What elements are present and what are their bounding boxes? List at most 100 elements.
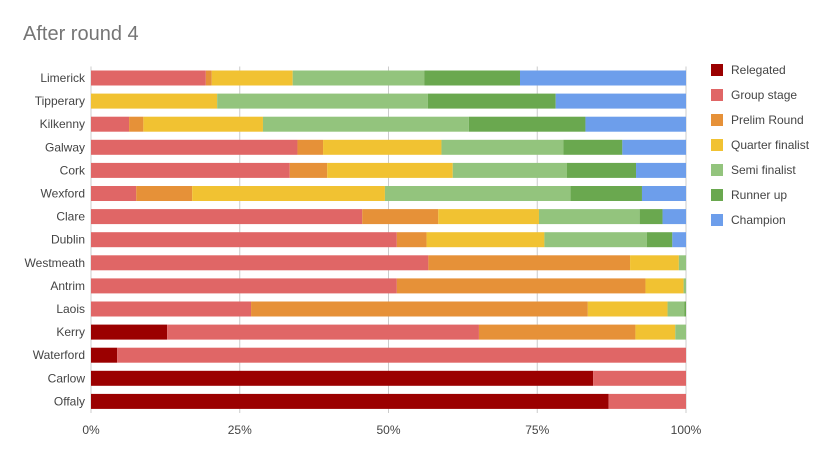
bar-segment-champion <box>585 116 686 132</box>
category-label: Wexford <box>41 187 85 201</box>
legend-swatch <box>711 114 723 126</box>
bar-segment-runner-up <box>563 139 623 155</box>
bar-segment-semi-finalist <box>452 162 567 178</box>
bar-segment-semi-finalist <box>675 324 686 340</box>
bar-segment-runner-up <box>570 186 642 201</box>
bar-segment-quarter-finalist <box>426 232 545 248</box>
legend-label: Runner up <box>731 188 787 202</box>
legend-label: Prelim Round <box>731 113 804 127</box>
bar-segment-group-stage <box>608 393 686 409</box>
bar-segment-group-stage <box>91 186 137 201</box>
bar-segment-relegated <box>91 393 609 409</box>
legend-swatch <box>711 189 723 201</box>
legend-label: Champion <box>731 213 786 227</box>
bar-segment-prelim-round <box>396 232 427 248</box>
bar-segment-group-stage <box>91 301 252 317</box>
bar-segment-semi-finalist <box>667 301 685 317</box>
bar-segment-quarter-finalist <box>438 209 539 225</box>
bar-segment-runner-up <box>427 93 556 109</box>
bar-segment-prelim-round <box>129 116 144 132</box>
bar-segment-quarter-finalist <box>143 116 263 132</box>
bar-segment-semi-finalist <box>292 70 425 86</box>
bar-segment-semi-finalist <box>441 139 564 155</box>
bar-segment-semi-finalist <box>538 209 640 225</box>
bar-segment-prelim-round <box>396 278 646 294</box>
bar-segment-prelim-round <box>478 324 636 340</box>
x-tick-label: 0% <box>82 423 100 437</box>
bar-segment-champion <box>662 209 686 225</box>
legend-swatch <box>711 214 723 226</box>
bar-segment-relegated <box>91 370 594 386</box>
bar-segment-quarter-finalist <box>211 70 293 86</box>
bar-segment-prelim-round <box>136 186 193 201</box>
x-tick-label: 75% <box>525 423 549 437</box>
bar-segment-runner-up <box>639 209 663 225</box>
category-label: Dublin <box>51 233 85 247</box>
bar-segment-semi-finalist <box>678 255 686 271</box>
bar-segment-quarter-finalist <box>630 255 679 271</box>
category-label: Carlow <box>48 371 86 385</box>
bar-segment-prelim-round <box>428 255 631 271</box>
bar-segment-quarter-finalist <box>327 162 453 178</box>
bar-segment-runner-up <box>646 232 673 248</box>
bar-segment-group-stage <box>91 209 363 225</box>
bar-segment-champion <box>622 139 686 155</box>
category-label: Laois <box>56 302 85 316</box>
category-labels: Limerick Tipperary Kilkenny Galway Cork Wexfo… <box>25 71 86 408</box>
bar-segment-champion <box>641 186 686 201</box>
bar-segment-semi-finalist <box>262 116 469 132</box>
legend-swatch <box>711 64 723 76</box>
legend-swatch <box>711 139 723 151</box>
bars <box>91 70 687 409</box>
bar-segment-quarter-finalist <box>91 93 218 109</box>
bar-segment-group-stage <box>91 116 130 132</box>
category-label: Westmeath <box>25 256 85 270</box>
category-label: Cork <box>60 163 86 177</box>
legend-swatch <box>711 89 723 101</box>
legend-label: Group stage <box>731 88 797 102</box>
bar-segment-group-stage <box>117 347 687 363</box>
chart-title: After round 4 <box>23 23 139 45</box>
bar-segment-semi-finalist <box>683 278 686 294</box>
category-label: Antrim <box>50 279 85 293</box>
bar-segment-quarter-finalist <box>323 139 442 155</box>
bar-segment-semi-finalist <box>217 93 428 109</box>
bar-segment-quarter-finalist <box>192 186 385 201</box>
bar-segment-relegated <box>91 324 168 340</box>
category-label: Limerick <box>40 71 86 85</box>
bar-segment-prelim-round <box>251 301 588 317</box>
bar-segment-quarter-finalist <box>635 324 676 340</box>
bar-segment-prelim-round <box>297 139 324 155</box>
bar-segment-group-stage <box>91 278 397 294</box>
bar-segment-champion <box>672 232 686 248</box>
bar-segment-quarter-finalist <box>645 278 684 294</box>
bar-segment-runner-up <box>468 116 586 132</box>
bar-segment-prelim-round <box>362 209 439 225</box>
bar-segment-runner-up <box>424 70 520 86</box>
bar-segment-group-stage <box>593 370 686 386</box>
x-tick-label: 25% <box>228 423 252 437</box>
bar-segment-champion <box>555 93 686 109</box>
bar-segment-champion <box>636 162 686 178</box>
legend-label: Relegated <box>731 63 786 77</box>
legend-label: Quarter finalist <box>731 138 810 152</box>
category-label: Tipperary <box>35 94 85 108</box>
bar-segment-group-stage <box>91 162 290 178</box>
bar-segment-group-stage <box>91 232 397 248</box>
x-axis-ticks: 0% 25% 50% 75% 100% <box>82 423 701 437</box>
bar-segment-champion <box>519 70 686 86</box>
bar-segment-runner-up <box>684 301 686 317</box>
bar-segment-semi-finalist <box>384 186 571 201</box>
x-tick-label: 100% <box>671 423 702 437</box>
bar-segment-relegated <box>91 347 118 363</box>
bar-segment-group-stage <box>91 255 429 271</box>
bar-segment-group-stage <box>91 70 206 86</box>
category-label: Kerry <box>56 325 85 339</box>
bar-segment-semi-finalist <box>544 232 647 248</box>
legend-swatch <box>711 164 723 176</box>
bar-segment-prelim-round <box>289 162 328 178</box>
category-label: Clare <box>56 210 85 224</box>
category-label: Kilkenny <box>40 117 85 131</box>
bar-segment-runner-up <box>567 162 637 178</box>
